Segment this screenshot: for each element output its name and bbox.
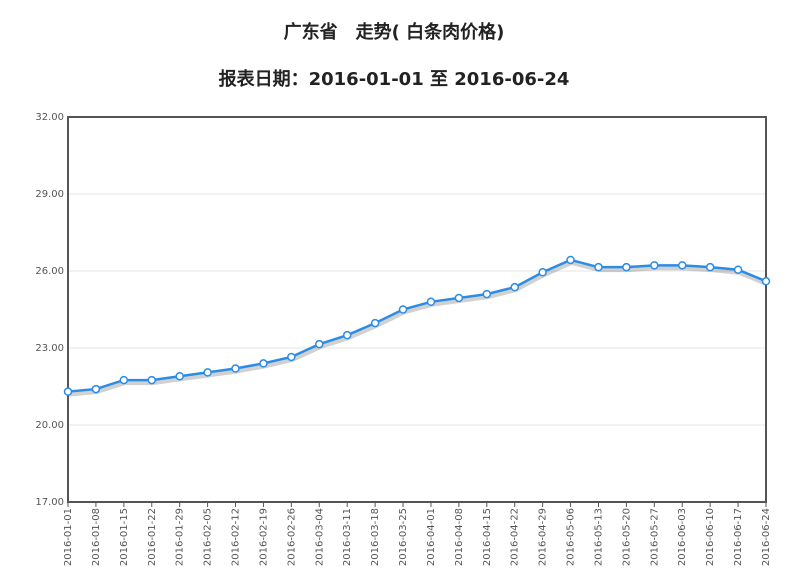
point bbox=[510, 282, 519, 292]
point bbox=[370, 318, 380, 328]
point bbox=[761, 277, 771, 286]
x-tick-label: 2016-04-29 bbox=[538, 508, 549, 566]
x-tick-label: 2016-05-13 bbox=[593, 508, 604, 566]
point bbox=[259, 359, 268, 368]
point bbox=[147, 375, 157, 385]
point bbox=[287, 352, 296, 362]
point bbox=[119, 375, 129, 385]
point bbox=[91, 384, 101, 394]
x-tick-label: 2016-03-25 bbox=[398, 508, 409, 566]
x-tick-label: 2016-06-03 bbox=[677, 508, 688, 566]
y-tick-label: 17.00 bbox=[35, 497, 64, 508]
y-tick-label: 20.00 bbox=[35, 420, 64, 431]
x-tick-label: 2016-03-04 bbox=[314, 508, 325, 566]
point bbox=[426, 297, 436, 307]
y-tick-label: 26.00 bbox=[35, 266, 64, 277]
x-tick-label: 2016-03-11 bbox=[342, 508, 353, 566]
x-tick-label: 2016-01-01 bbox=[63, 508, 74, 566]
chart-subtitle: 报表日期：2016-01-01 至 2016-06-24 bbox=[219, 68, 570, 90]
x-tick-label: 2016-01-08 bbox=[91, 508, 102, 566]
x-tick-label: 2016-02-26 bbox=[286, 508, 297, 566]
x-tick-label: 2016-06-17 bbox=[733, 508, 744, 566]
point bbox=[175, 371, 184, 381]
line-shadow bbox=[68, 260, 768, 397]
point bbox=[677, 261, 687, 270]
x-tick-label: 2016-04-08 bbox=[454, 508, 465, 566]
point bbox=[342, 330, 352, 340]
x-tick-label: 2016-05-06 bbox=[566, 508, 577, 566]
x-tick-label: 2016-02-19 bbox=[258, 508, 269, 566]
x-tick-label: 2016-04-01 bbox=[426, 508, 437, 566]
x-tick-label: 2016-05-27 bbox=[649, 508, 660, 566]
x-tick-label: 2016-05-20 bbox=[621, 508, 632, 566]
x-tick-label: 2016-02-12 bbox=[231, 508, 242, 566]
x-tick-label: 2016-01-15 bbox=[119, 508, 130, 566]
plot-frame bbox=[67, 116, 767, 503]
line bbox=[67, 258, 767, 393]
y-tick-label: 32.00 bbox=[35, 112, 64, 123]
x-tick-label: 2016-01-29 bbox=[175, 508, 186, 566]
point bbox=[594, 262, 603, 272]
point bbox=[538, 268, 547, 277]
y-tick-label: 23.00 bbox=[35, 343, 64, 354]
x-tick-label: 2016-03-18 bbox=[370, 508, 381, 566]
point bbox=[315, 339, 324, 349]
point bbox=[482, 289, 492, 299]
chart-title: 广东省 走势( 白条肉价格) bbox=[284, 21, 505, 43]
point bbox=[203, 368, 212, 377]
point bbox=[454, 293, 464, 303]
x-tick-label: 2016-02-05 bbox=[203, 508, 214, 566]
x-tick-label: 2016-04-22 bbox=[510, 508, 521, 566]
point bbox=[231, 364, 240, 373]
point bbox=[705, 262, 715, 272]
x-tick-label: 2016-01-22 bbox=[147, 508, 158, 566]
point bbox=[63, 387, 73, 396]
point bbox=[566, 255, 575, 265]
point bbox=[398, 305, 408, 314]
x-tick-label: 2016-06-24 bbox=[761, 508, 772, 566]
x-tick-label: 2016-06-10 bbox=[705, 508, 716, 566]
point bbox=[622, 262, 631, 272]
point bbox=[650, 261, 659, 270]
y-tick-label: 29.00 bbox=[35, 189, 64, 200]
point bbox=[733, 265, 743, 274]
x-tick-label: 2016-04-15 bbox=[482, 508, 493, 566]
